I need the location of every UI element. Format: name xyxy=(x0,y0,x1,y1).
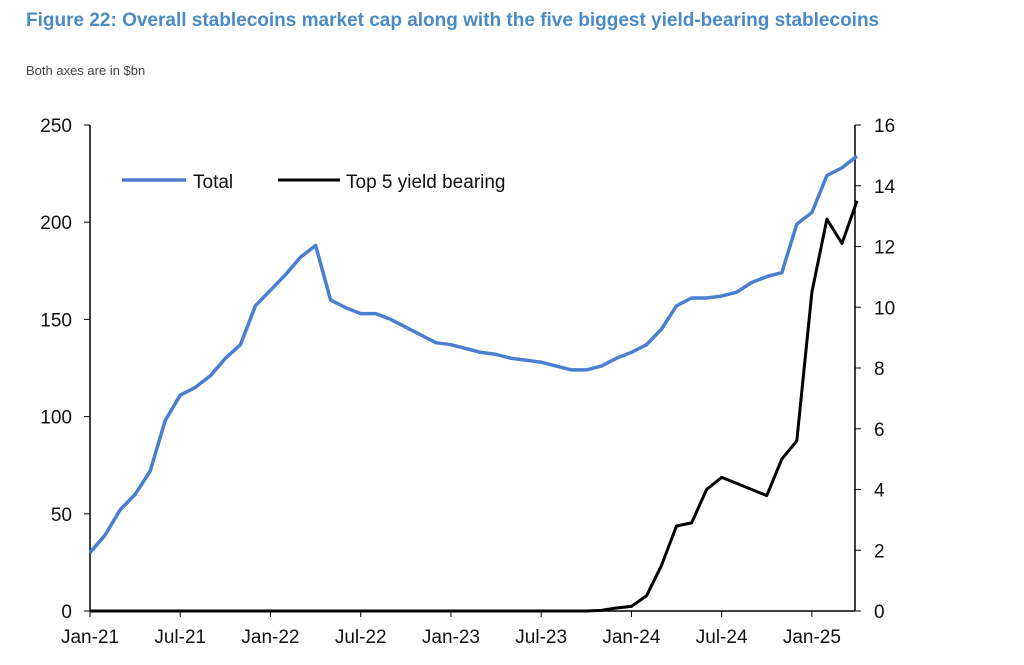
right-tick-label: 12 xyxy=(874,238,895,259)
left-tick-label: 100 xyxy=(40,408,72,429)
legend: Total Top 5 yield bearing xyxy=(122,172,506,193)
left-tick-label: 150 xyxy=(40,310,72,331)
right-tick-label: 8 xyxy=(874,359,885,380)
right-tick-label: 10 xyxy=(874,298,895,319)
x-tick-label: Jan-23 xyxy=(422,627,480,648)
right-tick-label: 0 xyxy=(874,602,885,623)
legend-label-total: Total xyxy=(193,172,233,193)
x-tick-label: Jul-24 xyxy=(696,627,748,648)
x-tick-label: Jan-24 xyxy=(602,627,661,648)
left-tick-label: 200 xyxy=(40,213,72,234)
x-tick-label: Jan-21 xyxy=(61,627,119,648)
x-tick-label: Jul-22 xyxy=(335,627,387,648)
right-tick-label: 4 xyxy=(874,481,885,502)
x-tick-label: Jul-23 xyxy=(515,627,567,648)
right-tick-label: 16 xyxy=(874,116,895,137)
x-tick-label: Jul-21 xyxy=(154,627,206,648)
chart-subtitle: Both axes are in $bn xyxy=(26,63,146,78)
left-tick-label: 0 xyxy=(61,602,72,623)
series-line-total xyxy=(88,154,859,554)
right-tick-label: 2 xyxy=(874,541,885,562)
chart-title: Figure 22: Overall stablecoins market ca… xyxy=(26,10,880,31)
right-tick-label: 6 xyxy=(874,420,885,441)
left-tick-label: 50 xyxy=(51,505,72,526)
x-tick-label: Jan-22 xyxy=(241,627,299,648)
left-tick-label: 250 xyxy=(40,116,72,137)
right-tick-label: 14 xyxy=(874,177,896,198)
legend-label-top5: Top 5 yield bearing xyxy=(346,172,506,193)
series-line-top5-yield-bearing xyxy=(90,200,859,613)
x-tick-label: Jan-25 xyxy=(783,627,841,648)
